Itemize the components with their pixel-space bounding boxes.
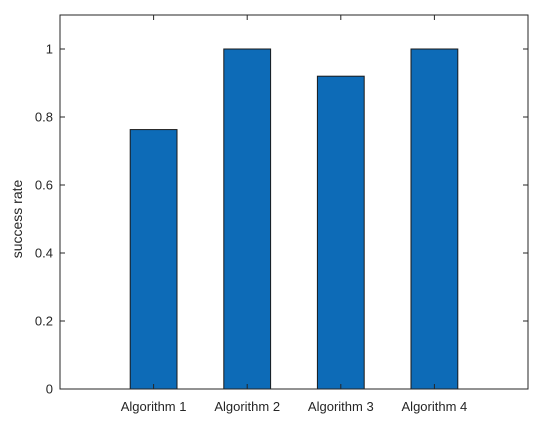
y-axis-label: success rate bbox=[9, 179, 25, 258]
x-tick-label: Algorithm 1 bbox=[121, 399, 187, 414]
y-tick-label: 0.6 bbox=[35, 178, 53, 193]
x-tick-label: Algorithm 3 bbox=[308, 399, 374, 414]
bar-2 bbox=[223, 48, 272, 390]
y-tick-label: 0.2 bbox=[35, 314, 53, 329]
x-tick-label: Algorithm 2 bbox=[214, 399, 280, 414]
bar-3 bbox=[316, 75, 365, 390]
bar-4 bbox=[410, 48, 459, 390]
y-tick-label: 0.4 bbox=[35, 246, 53, 261]
y-tick-label: 0 bbox=[46, 382, 53, 397]
y-tick-label: 1 bbox=[46, 42, 53, 57]
x-tick-label: Algorithm 4 bbox=[402, 399, 468, 414]
plot-area: 0 0.2 0.4 0.6 0.8 1 Algorithm 1 Algorithm 2 Algo… bbox=[35, 14, 529, 414]
axes-frame bbox=[59, 14, 529, 390]
y-tick-label: 0.8 bbox=[35, 110, 53, 125]
bar-1 bbox=[129, 129, 178, 390]
